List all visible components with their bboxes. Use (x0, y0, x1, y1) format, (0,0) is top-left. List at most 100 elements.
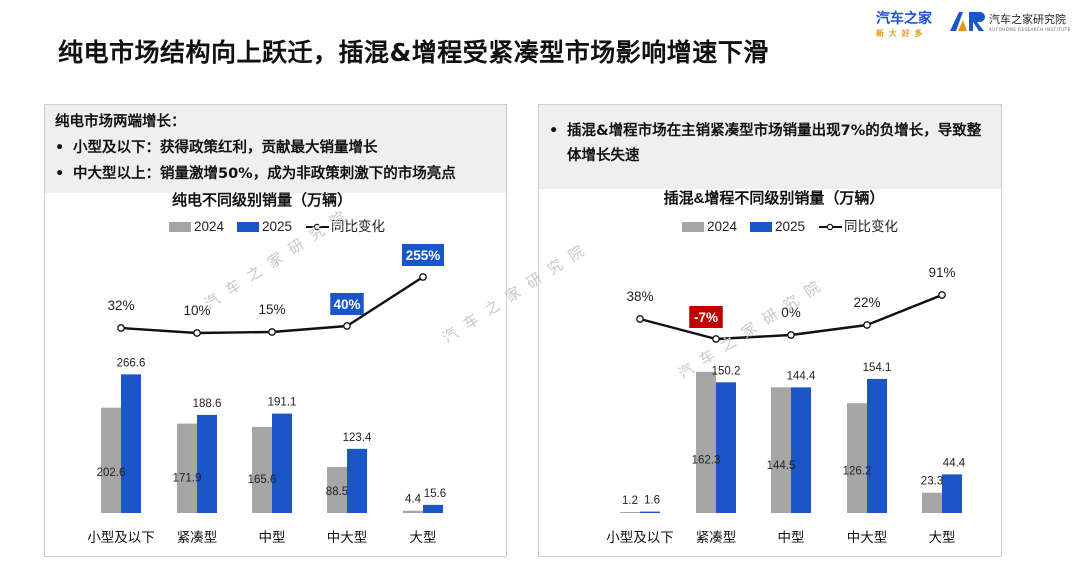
legend-marker-yoy (826, 223, 834, 231)
legend-label-2025: 2025 (775, 219, 805, 234)
yoy-marker (343, 322, 351, 330)
bar-2025 (423, 504, 443, 513)
bar-2024 (327, 466, 347, 513)
bar-2025 (640, 511, 660, 513)
legend-label-2025: 2025 (262, 219, 292, 234)
data-label-2025: 154.1 (863, 362, 892, 374)
data-label-2024: 88.5 (326, 486, 348, 498)
bar-2024 (252, 426, 272, 513)
category-label: 大型 (929, 530, 956, 545)
bar-2025 (347, 448, 367, 513)
bar-2024 (620, 511, 640, 513)
yoy-label: 22% (853, 295, 880, 310)
bev-note-heading: 纯电市场两端增长： (55, 114, 186, 130)
category-label: 大型 (410, 530, 437, 545)
category-label: 紧凑型 (177, 529, 218, 545)
data-label-2024: 162.3 (692, 455, 721, 467)
data-label-2024: 165.6 (248, 474, 277, 486)
legend-label-2024: 2024 (194, 219, 225, 234)
phev-note: • 插混&增程市场在主销紧凑型市场销量出现7%的负增长，导致整体增长失速 (539, 105, 1001, 189)
data-label-2025: 1.6 (644, 495, 660, 507)
bar-2024 (403, 510, 423, 513)
bar-2024 (771, 387, 791, 513)
yoy-marker (117, 324, 125, 332)
bev-note-bullet: • 小型及以下：获得政策红利，贡献最大销量增长 (55, 140, 378, 156)
institute-logo: 汽车之家研究院 AUTOHOME RESEARCH INSTITUTE (948, 10, 1071, 32)
bar-2025 (197, 414, 217, 513)
institute-logo-icon (950, 12, 985, 31)
yoy-marker (193, 329, 201, 337)
bev-note-bullet: • 中大型以上：销量激增50%，成为非政策刺激下的市场亮点 (55, 166, 456, 182)
autohome-logo: 汽车之家 新 大 好 多 (876, 8, 932, 39)
data-label-2024: 126.2 (843, 466, 872, 478)
legend-label-yoy: 同比变化 (331, 219, 385, 234)
category-label: 中大型 (327, 530, 368, 545)
data-label-2024: 202.6 (97, 467, 126, 479)
yoy-label: 32% (107, 298, 134, 313)
yoy-label: 255% (406, 248, 441, 263)
yoy-marker (863, 321, 871, 329)
phev-sales-chart: 插混&增程不同级别销量（万辆） 2024 2025 同比变化 1.2 1.6 小型及以下 16… (606, 189, 966, 545)
bar-2025 (942, 474, 962, 513)
bar-2024 (177, 423, 197, 513)
data-label-2025: 123.4 (343, 432, 372, 444)
autohome-logo-tagline: 新 大 好 多 (876, 29, 924, 38)
bullet-bold: 小型及以下： (73, 140, 160, 156)
bev-note: 纯电市场两端增长： • 小型及以下：获得政策红利，贡献最大销量增长 • 中大型以… (45, 105, 506, 193)
category-label: 紧凑型 (696, 529, 737, 545)
panel-bev: 纯电市场两端增长： • 小型及以下：获得政策红利，贡献最大销量增长 • 中大型以… (44, 104, 507, 557)
yoy-label: 10% (183, 303, 210, 318)
category-label: 中大型 (847, 530, 888, 545)
bar-2024 (847, 403, 867, 513)
category-label: 中型 (778, 530, 805, 545)
legend-swatch-2025 (237, 222, 259, 232)
yoy-label: 0% (781, 305, 801, 320)
data-label-2025: 44.4 (943, 457, 966, 469)
institute-logo-name: 汽车之家研究院 (989, 12, 1066, 26)
legend-swatch-2024 (169, 222, 191, 232)
category-label: 小型及以下 (87, 530, 155, 545)
yoy-marker (268, 328, 276, 336)
yoy-highlight-box (689, 306, 723, 328)
chart-title: 插混&增程不同级别销量（万辆） (664, 189, 885, 207)
legend-marker-yoy (313, 223, 321, 231)
yoy-marker (787, 331, 795, 339)
bar-2024 (101, 407, 121, 513)
bar-2025 (791, 387, 811, 513)
bar-2025 (867, 378, 887, 513)
phev-note-bullet: • 插混&增程市场在主销紧凑型市场销量出现7%的负增长，导致整体增长失速 (549, 119, 987, 169)
yoy-highlight-box (402, 244, 444, 266)
bullet-text: 销量激增50%，成为非政策刺激下的市场亮点 (160, 166, 456, 182)
data-label-2025: 144.4 (787, 370, 816, 382)
chart-title: 纯电不同级别销量（万辆） (172, 191, 352, 209)
yoy-label: -7% (694, 310, 718, 325)
legend-label-2024: 2024 (707, 219, 738, 234)
autohome-logo-name: 汽车之家 (876, 11, 932, 27)
bar-2024 (922, 492, 942, 513)
data-label-2025: 191.1 (268, 397, 297, 409)
yoy-marker (419, 273, 427, 281)
yoy-highlight-box (330, 293, 364, 315)
bar-2025 (716, 382, 736, 513)
legend-swatch-2025 (750, 222, 772, 232)
yoy-label: 91% (928, 265, 955, 280)
bullet-text: 插混&增程市场在主销紧凑型市场销量出现7%的负增长，导致整体增长失速 (567, 123, 982, 164)
data-label-2024: 171.9 (173, 473, 202, 485)
bar-2025 (272, 413, 292, 513)
data-label-2025: 15.6 (424, 488, 446, 500)
category-label: 小型及以下 (606, 530, 674, 545)
yoy-marker (938, 291, 946, 299)
data-label-2024: 144.5 (767, 460, 796, 472)
bar-2025 (121, 374, 141, 513)
page-title: 纯电市场结构向上跃迁，插混&增程受紧凑型市场影响增速下滑 (58, 38, 769, 67)
data-label-2025: 188.6 (193, 398, 222, 410)
data-label-2025: 266.6 (117, 357, 146, 369)
yoy-marker (712, 335, 720, 343)
bar-2024 (696, 371, 716, 513)
legend-label-yoy: 同比变化 (844, 219, 898, 234)
institute-logo-english: AUTOHOME RESEARCH INSTITUTE (989, 26, 1071, 32)
data-label-2024: 1.2 (622, 495, 638, 507)
data-label-2025: 150.2 (712, 365, 741, 377)
legend-swatch-2024 (682, 222, 704, 232)
category-label: 中型 (259, 530, 286, 545)
